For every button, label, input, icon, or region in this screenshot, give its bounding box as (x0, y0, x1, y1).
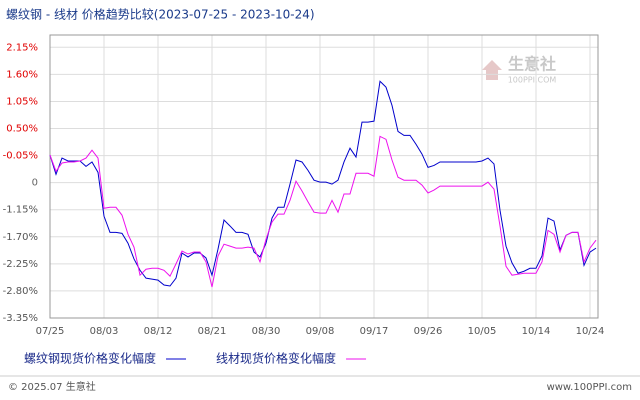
y-tick-label: -3.35% (3, 313, 38, 324)
x-tick-label: 08/03 (90, 326, 119, 337)
x-tick-label: 08/21 (198, 326, 227, 337)
x-tick-label: 08/30 (252, 326, 281, 337)
x-tick-label: 10/14 (522, 326, 551, 337)
footer-left: © 2025.07 生意社 (8, 380, 96, 393)
y-tick-label: 1.05% (6, 96, 38, 107)
y-tick-label: 1.60% (6, 69, 38, 80)
series-line (49, 135, 597, 288)
x-tick-label: 09/08 (306, 326, 335, 337)
legend-label: 螺纹钢现货价格变化幅度 (24, 351, 156, 366)
watermark-sub: 100PPI.COM (508, 76, 557, 85)
y-tick-label: 0 (32, 178, 38, 189)
x-tick-label: 09/17 (360, 326, 389, 337)
y-tick-label: -1.70% (3, 232, 38, 243)
y-tick-label: -0.05% (3, 151, 38, 162)
y-tick-label: 0.50% (6, 124, 38, 135)
plot-frame (49, 34, 599, 319)
y-tick-label: -2.25% (3, 259, 38, 270)
series-line (49, 80, 597, 287)
y-tick-label: -2.80% (3, 286, 38, 297)
x-tick-label: 10/24 (576, 326, 605, 337)
y-tick-label: -1.15% (3, 205, 38, 216)
x-tick-label: 10/05 (468, 326, 497, 337)
footer-right: www.100PPI.com (547, 382, 632, 393)
watermark: 生意社 (508, 55, 556, 74)
y-tick-label: 2.15% (6, 42, 38, 53)
legend-label: 线材现货价格变化幅度 (216, 351, 336, 366)
x-tick-label: 09/26 (414, 326, 443, 337)
x-tick-label: 08/12 (144, 326, 173, 337)
x-tick-label: 07/25 (36, 326, 65, 337)
chart-title: 螺纹钢 - 线材 价格趋势比较(2023-07-25 - 2023-10-24) (6, 7, 315, 22)
watermark-icon (482, 60, 502, 80)
